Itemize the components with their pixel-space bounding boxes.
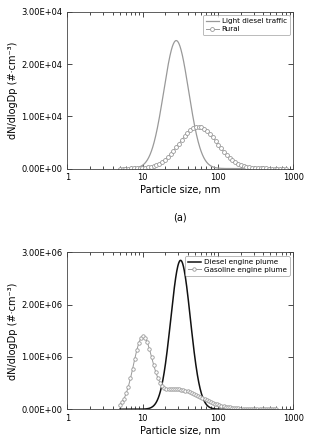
Diesel engine plume bbox=[182, 265, 186, 271]
Gasoline engine plume bbox=[131, 367, 134, 372]
Light diesel traffic bbox=[145, 158, 149, 163]
Light diesel traffic bbox=[129, 166, 133, 171]
Light diesel traffic bbox=[261, 166, 265, 171]
Legend: Diesel engine plume, Gasoline engine plume: Diesel engine plume, Gasoline engine plu… bbox=[185, 256, 290, 276]
Diesel engine plume bbox=[252, 407, 256, 412]
Light diesel traffic bbox=[172, 40, 176, 45]
Diesel engine plume bbox=[249, 407, 253, 412]
Rural bbox=[174, 145, 178, 150]
Gasoline engine plume bbox=[245, 406, 249, 411]
Rural bbox=[197, 124, 201, 129]
Diesel engine plume bbox=[179, 258, 183, 263]
Text: (a): (a) bbox=[173, 213, 187, 223]
Rural bbox=[146, 165, 150, 170]
Diesel engine plume bbox=[118, 407, 122, 412]
Light diesel traffic bbox=[174, 38, 178, 43]
Gasoline engine plume bbox=[249, 407, 253, 412]
Rural bbox=[166, 154, 169, 160]
Diesel engine plume bbox=[191, 336, 194, 341]
Gasoline engine plume bbox=[141, 334, 145, 339]
Diesel engine plume bbox=[198, 385, 202, 390]
Line: Diesel engine plume: Diesel engine plume bbox=[120, 260, 254, 409]
Gasoline engine plume bbox=[118, 402, 122, 407]
Legend: Light diesel traffic, Rural: Light diesel traffic, Rural bbox=[203, 15, 290, 35]
Line: Light diesel traffic: Light diesel traffic bbox=[131, 40, 263, 169]
X-axis label: Particle size, nm: Particle size, nm bbox=[140, 185, 220, 195]
Gasoline engine plume bbox=[239, 406, 242, 411]
Y-axis label: dN/dlogDp (#·cm⁻³): dN/dlogDp (#·cm⁻³) bbox=[8, 282, 18, 380]
Rural bbox=[118, 166, 122, 171]
Y-axis label: dN/dlogDp (#·cm⁻³): dN/dlogDp (#·cm⁻³) bbox=[8, 41, 18, 139]
Rural bbox=[225, 152, 229, 158]
Gasoline engine plume bbox=[243, 406, 246, 411]
Rural bbox=[284, 166, 288, 171]
Gasoline engine plume bbox=[260, 407, 264, 412]
Light diesel traffic bbox=[226, 166, 229, 171]
Diesel engine plume bbox=[228, 407, 232, 412]
Light diesel traffic bbox=[225, 166, 229, 171]
X-axis label: Particle size, nm: Particle size, nm bbox=[140, 426, 220, 436]
Diesel engine plume bbox=[183, 269, 186, 275]
Gasoline engine plume bbox=[275, 407, 278, 412]
Rural bbox=[172, 148, 175, 154]
Light diesel traffic bbox=[212, 165, 216, 170]
Line: Rural: Rural bbox=[118, 125, 288, 170]
Rural bbox=[160, 159, 164, 165]
Line: Gasoline engine plume: Gasoline engine plume bbox=[118, 334, 278, 411]
Light diesel traffic bbox=[182, 59, 185, 64]
